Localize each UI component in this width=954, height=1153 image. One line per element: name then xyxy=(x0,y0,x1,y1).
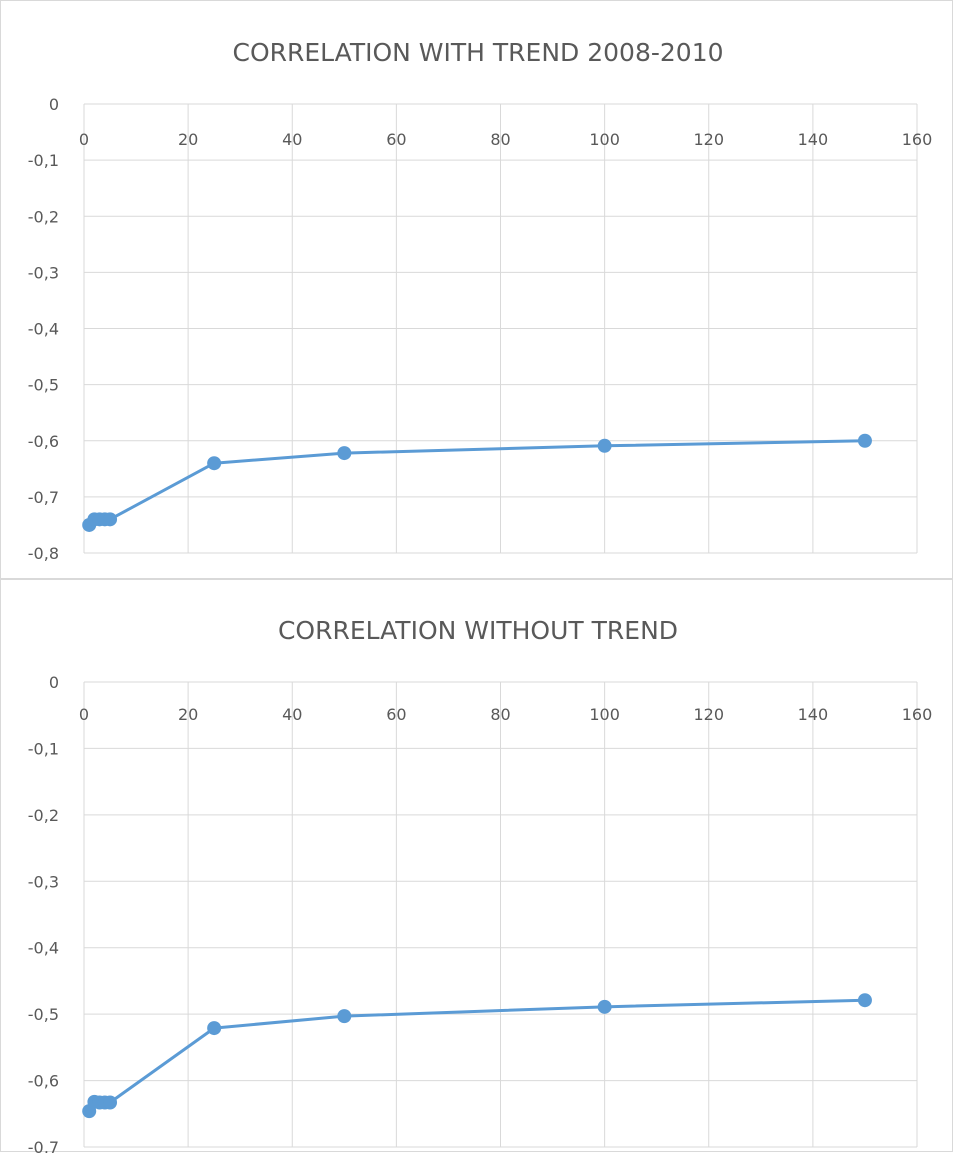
x-tick-label: 120 xyxy=(693,130,724,149)
y-tick-label: 0 xyxy=(49,673,59,692)
chart-with-trend: CORRELATION WITH TREND 2008-2010 0 20 40 60… xyxy=(0,0,953,579)
y-tick-label: -0,2 xyxy=(28,207,59,226)
data-point xyxy=(103,512,118,527)
x-tick-label: 160 xyxy=(902,705,933,724)
chart-title: CORRELATION WITHOUT TREND xyxy=(278,616,678,645)
data-point xyxy=(337,446,352,461)
y-tick-label: -0,6 xyxy=(28,1072,59,1091)
x-tick-label: 100 xyxy=(589,130,620,149)
x-tick-label: 60 xyxy=(386,130,406,149)
x-tick-label: 60 xyxy=(386,705,406,724)
series-line xyxy=(87,998,865,1112)
chart-title: CORRELATION WITH TREND 2008-2010 xyxy=(232,38,723,67)
x-tick-label: 0 xyxy=(79,130,89,149)
chart-with-trend-svg: CORRELATION WITH TREND 2008-2010 0 20 40 60… xyxy=(28,38,933,563)
data-point xyxy=(597,438,612,453)
x-tick-label: 0 xyxy=(79,705,89,724)
data-point xyxy=(597,999,612,1014)
data-point xyxy=(103,1095,118,1110)
y-tick-label: -0,7 xyxy=(28,1138,59,1153)
x-tick-label: 80 xyxy=(490,130,510,149)
x-tick-label: 120 xyxy=(693,705,724,724)
y-tick-label: -0,1 xyxy=(28,151,59,170)
x-tick-label: 160 xyxy=(902,130,933,149)
y-tick-label: -0,3 xyxy=(28,263,59,282)
data-point xyxy=(207,1021,222,1036)
y-tick-label: -0,4 xyxy=(28,939,59,958)
x-tick-label: 80 xyxy=(490,705,510,724)
y-tick-label: -0,1 xyxy=(28,739,59,758)
series-line xyxy=(88,439,865,526)
data-point xyxy=(857,433,872,448)
data-point xyxy=(207,456,222,471)
y-tick-label: -0,8 xyxy=(28,544,59,563)
x-tick-label: 140 xyxy=(798,705,829,724)
x-tick-label: 20 xyxy=(178,130,198,149)
chart-without-trend: CORRELATION WITHOUT TREND 0 20 40 60 80 100 12… xyxy=(0,579,953,1153)
x-tick-label: 40 xyxy=(282,130,302,149)
data-point xyxy=(857,993,872,1008)
y-tick-label: -0,3 xyxy=(28,872,59,891)
x-tick-label: 140 xyxy=(798,130,829,149)
y-tick-label: -0,5 xyxy=(28,376,59,395)
x-tick-label: 40 xyxy=(282,705,302,724)
y-tick-label: -0,5 xyxy=(28,1005,59,1024)
chart-without-trend-svg: CORRELATION WITHOUT TREND 0 20 40 60 80 100 12… xyxy=(28,616,933,1153)
y-tick-label: -0,7 xyxy=(28,488,59,507)
data-point xyxy=(337,1009,352,1024)
y-tick-label: -0,4 xyxy=(28,320,59,339)
y-tick-label: 0 xyxy=(49,95,59,114)
y-tick-label: -0,6 xyxy=(28,432,59,451)
x-tick-label: 100 xyxy=(589,705,620,724)
x-tick-label: 20 xyxy=(178,705,198,724)
y-tick-label: -0,2 xyxy=(28,806,59,825)
